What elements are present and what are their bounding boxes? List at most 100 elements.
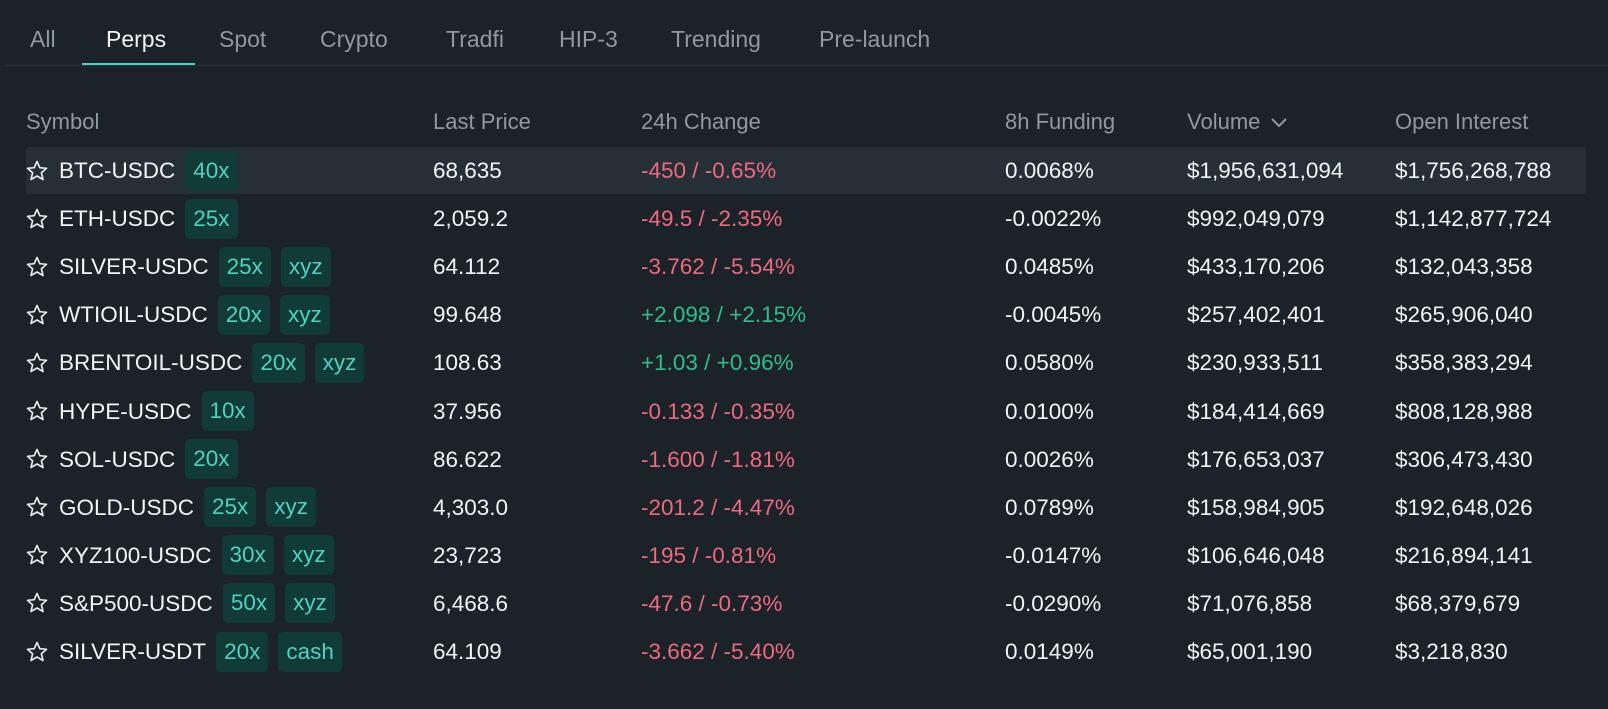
favorite-star[interactable] [25,159,49,183]
badge: xyz [285,583,335,624]
market-row[interactable]: SILVER-USDC 25x xyz 64.112 -3.762 / -5.54% 0.… [26,243,1586,290]
market-row[interactable]: SILVER-USDT 20x cash 64.109 -3.662 / -5.40% 0… [26,628,1586,675]
symbol: XYZ100-USDC [59,542,212,568]
badge: xyz [283,535,334,576]
tab[interactable]: Crypto [320,26,388,52]
badge: 50x [222,583,276,624]
tab[interactable]: Perps [106,26,167,52]
market-row[interactable]: WTIOIL-USDC 20x xyz 99.648 +2.098 / +2.15% -0… [26,291,1586,338]
market-row[interactable]: BTC-USDC 40x 68,635 -450 / -0.65% 0.0068% $1,… [26,147,1586,194]
open-interest: $216,894,141 [1395,542,1533,568]
volume: $71,076,858 [1187,590,1313,616]
last-price: 86.622 [433,446,502,472]
badge: 30x [221,535,274,576]
favorite-star[interactable] [25,640,49,664]
funding: -0.0045% [1005,302,1102,328]
change: -0.133 / -0.35% [641,398,795,424]
badge: 25x [218,246,271,287]
market-row[interactable]: ETH-USDC 25x 2,059.2 -49.5 / -2.35% -0.0022%… [26,195,1586,242]
funding: 0.0149% [1005,639,1094,664]
badge: 20x [216,631,269,672]
market-row[interactable]: HYPE-USDC 10x 37.956 -0.133 / -0.35% 0.0100%… [26,388,1586,435]
favorite-star[interactable] [25,303,49,327]
funding: 0.0789% [1005,494,1094,520]
favorite-star[interactable] [25,591,49,615]
funding: 0.0485% [1005,254,1094,280]
change: -450 / -0.65% [641,158,777,183]
volume: $992,049,079 [1187,206,1325,232]
last-price: 64.112 [433,254,501,280]
last-price: 68,635 [433,158,502,183]
volume: $184,414,669 [1187,398,1325,424]
symbol: S&P500-USDC [59,590,213,616]
favorite-star[interactable] [25,495,49,519]
volume: $106,646,048 [1187,542,1325,568]
symbol-cell: SILVER-USDC 25x xyz [26,243,331,290]
open-interest: $1,756,268,788 [1395,158,1552,183]
symbol: SILVER-USDC [59,254,209,280]
tab[interactable]: HIP-3 [559,26,618,52]
favorite-star[interactable] [25,351,49,375]
symbol-cell: WTIOIL-USDC 20x xyz [26,291,330,338]
symbol-cell: ETH-USDC 25x [26,195,238,242]
symbol: HYPE-USDC [59,398,192,424]
volume: $158,984,905 [1187,494,1325,520]
market-row[interactable]: S&P500-USDC 50x xyz 6,468.6 -47.6 / -0.73% -0… [26,580,1586,627]
volume: $65,001,190 [1187,639,1313,664]
column-header[interactable]: Symbol [26,109,100,134]
last-price: 108.63 [433,350,502,376]
favorite-star[interactable] [25,399,49,423]
market-row[interactable]: BRENTOIL-USDC 20x xyz 108.63 +1.03 / +0.96% 0… [26,339,1586,386]
symbol: BRENTOIL-USDC [59,350,243,376]
open-interest: $306,473,430 [1395,446,1533,472]
open-interest: $68,379,679 [1395,590,1521,616]
change: -49.5 / -2.35% [641,206,783,232]
badge: 10x [201,391,254,431]
column-header[interactable]: 8h Funding [1005,109,1116,134]
tab[interactable]: Spot [219,26,267,52]
symbol-cell: SOL-USDC 20x [26,436,238,483]
tab[interactable]: Trending [671,26,761,52]
volume: $433,170,206 [1187,254,1325,280]
open-interest: $1,142,877,724 [1395,206,1552,232]
last-price: 64.109 [433,639,502,664]
symbol-cell: SILVER-USDT 20x cash [26,628,342,675]
symbol-cell: HYPE-USDC 10x [26,388,254,435]
favorite-star[interactable] [25,447,49,471]
funding: 0.0100% [1005,398,1094,424]
tab[interactable]: Pre-launch [819,26,931,52]
last-price: 99.648 [433,302,502,328]
badge: 20x [185,439,238,480]
badge: xyz [280,246,331,287]
change: +1.03 / +0.96% [641,350,794,376]
last-price: 6,468.6 [433,590,509,616]
favorite-star[interactable] [25,255,49,279]
favorite-star[interactable] [25,207,49,231]
column-header[interactable]: Last Price [433,109,531,134]
symbol: BTC-USDC [59,158,176,183]
tab[interactable]: All [30,26,56,52]
funding: -0.0290% [1005,590,1102,616]
symbol: SILVER-USDT [59,639,207,664]
symbol: WTIOIL-USDC [59,302,208,328]
market-row[interactable]: XYZ100-USDC 30x xyz 23,723 -195 / -0.81% -0.0… [26,532,1586,579]
symbol-cell: GOLD-USDC 25x xyz [25,484,317,531]
badge: 20x [252,342,305,383]
open-interest: $192,648,026 [1395,494,1533,520]
favorite-star[interactable] [25,543,49,567]
tab[interactable]: Tradfi [446,26,504,52]
symbol: SOL-USDC [59,446,176,472]
market-row[interactable]: GOLD-USDC 25x xyz 4,303.0 -201.2 / -4.47% 0.0… [26,484,1586,531]
last-price: 2,059.2 [433,206,509,232]
badge: 20x [217,294,271,335]
last-price: 37.956 [433,398,502,424]
change: -201.2 / -4.47% [641,494,795,520]
column-header[interactable]: 24h Change [641,109,761,134]
column-header[interactable]: Volume [1187,109,1288,135]
symbol-cell: BTC-USDC 40x [26,147,238,194]
active-tab-underline [82,63,195,65]
market-row[interactable]: SOL-USDC 20x 86.622 -1.600 / -1.81% 0.0026% $… [26,436,1586,483]
column-header[interactable]: Open Interest [1395,109,1529,134]
symbol-cell: S&P500-USDC 50x xyz [26,580,335,627]
funding: 0.0580% [1005,350,1094,376]
